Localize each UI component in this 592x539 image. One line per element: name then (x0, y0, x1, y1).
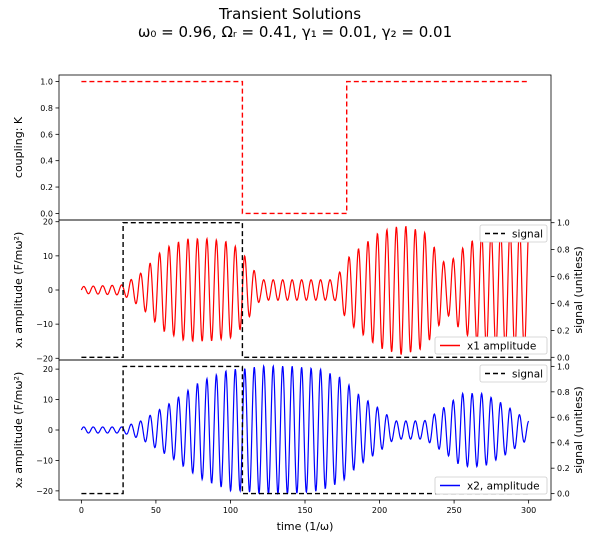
x2-ytick-label: 0 (48, 426, 53, 435)
x1-ytick-label: 20 (43, 218, 53, 227)
x2-xtick-label: 0 (79, 506, 84, 515)
x1-signal-line (81, 221, 529, 358)
x2-y2tick-label: 0.4 (557, 439, 570, 448)
x2-xlabel: time (1/ω) (277, 520, 334, 533)
x1-legend-amplitude: x1 amplitude (434, 336, 548, 355)
x1-ytick-label: 0 (48, 286, 53, 295)
x1-ytick-label: −10 (36, 320, 53, 329)
x1-y2tick-label: 0.6 (557, 273, 570, 282)
x1-y2tick-label: 0.0 (557, 353, 570, 362)
x2-xtick-label: 150 (297, 506, 312, 515)
x2-ytick-label: −10 (36, 456, 53, 465)
x2-y2label: signal (unitless) (572, 386, 585, 473)
x1-legend-signal-label: signal (512, 229, 543, 241)
x1-y2label: signal (unitless) (572, 246, 585, 333)
x1-y2tick-label: 0.4 (557, 299, 570, 308)
x2-ytick-label: 10 (43, 396, 53, 405)
x1-ytick-label: −20 (36, 354, 53, 363)
x2-xtick-label: 100 (223, 506, 238, 515)
x1-ytick-label: 10 (43, 252, 53, 261)
x1-ylabel: x₁ amplitude (F/mω²) (12, 232, 25, 348)
x2-ytick-label: −20 (36, 487, 53, 496)
x1-legend-signal: signal (479, 224, 548, 243)
x2-ylabel: x₂ amplitude (F/mω²) (12, 372, 25, 488)
coupling-ytick-label: 0.4 (40, 157, 53, 166)
x2-y2tick-label: 0.0 (557, 490, 570, 499)
x2-signal-line (81, 365, 529, 495)
x2-xtick-label: 250 (446, 506, 461, 515)
coupling-ytick-label: 0.2 (40, 183, 53, 192)
x2-legend-amplitude: x2, amplitude (434, 476, 548, 495)
x2-xtick-label: 50 (151, 506, 161, 515)
coupling-ytick-label: 1.0 (40, 78, 53, 87)
x2-legend-signal-label: signal (512, 369, 543, 381)
x2-xtick-label: 200 (372, 506, 387, 515)
x1-y2tick-label: 0.2 (557, 326, 570, 335)
coupling-ytick-label: 0.6 (40, 130, 53, 139)
x1-y2tick-label: 1.0 (557, 219, 570, 228)
figure-subtitle: ω₀ = 0.96, Ωᵣ = 0.41, γ₁ = 0.01, γ₂ = 0.… (138, 23, 452, 41)
coupling-ylabel: coupling: K (12, 116, 25, 178)
x1-amplitude-panel: 20 10 0 −10 −20 x₁ amplitude (F/mω²) 1.0 0.8 0.6… (12, 218, 585, 364)
coupling-panel: 0.0 0.2 0.4 0.6 0.8 1.0 coupling: K (12, 74, 552, 221)
x1-y2tick-label: 0.8 (557, 246, 570, 255)
x1-amplitude-line (80, 226, 530, 355)
figure-title: Transient Solutions (218, 5, 361, 23)
x1-legend-amplitude-label: x1 amplitude (467, 341, 536, 353)
x2-amplitude-line (80, 364, 530, 495)
x2-xtick-label: 300 (521, 506, 536, 515)
x2-y2tick-label: 0.8 (557, 388, 570, 397)
x2-y2tick-label: 1.0 (557, 362, 570, 371)
x2-y2tick-label: 0.2 (557, 464, 570, 473)
x2-ytick-label: 20 (43, 365, 53, 374)
x2-legend-signal: signal (479, 364, 548, 383)
coupling-plot-frame (58, 74, 552, 221)
x2-y2tick-label: 0.6 (557, 413, 570, 422)
x2-legend-amplitude-label: x2, amplitude (467, 481, 540, 493)
coupling-series-line (81, 80, 529, 215)
coupling-ytick-label: 0.8 (40, 104, 53, 113)
coupling-ytick-label: 0.0 (40, 209, 53, 218)
